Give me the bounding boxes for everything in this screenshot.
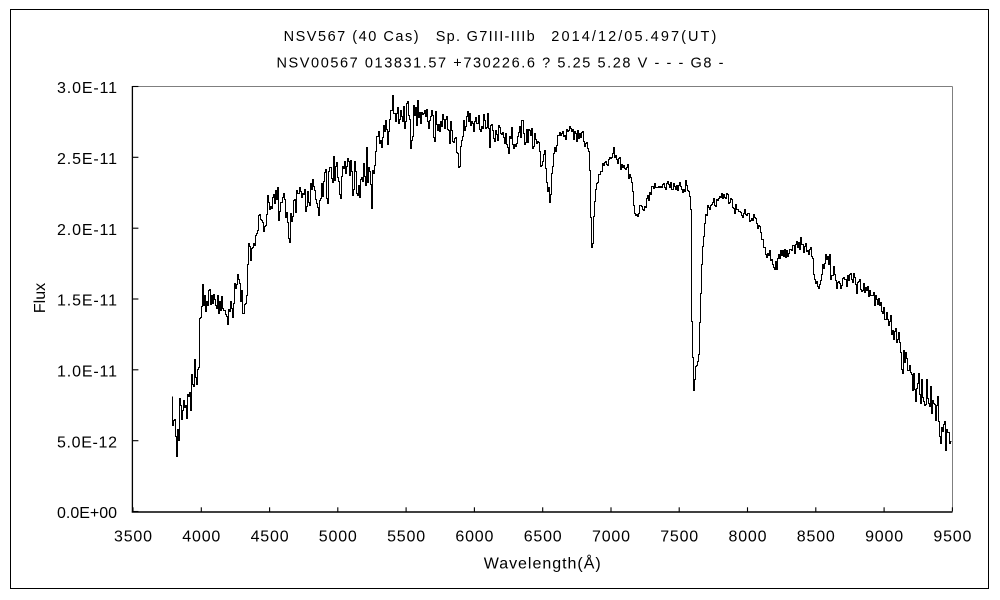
svg-text:2014/12/05.497(UT): 2014/12/05.497(UT) bbox=[551, 29, 716, 45]
svg-text:5500: 5500 bbox=[387, 529, 425, 546]
svg-text:1.5E-11: 1.5E-11 bbox=[57, 293, 117, 310]
svg-text:5000: 5000 bbox=[319, 529, 357, 546]
svg-text:8000: 8000 bbox=[729, 529, 767, 546]
svg-text:0.0E+00: 0.0E+00 bbox=[57, 505, 117, 522]
svg-text:Flux: Flux bbox=[32, 283, 49, 313]
svg-text:3500: 3500 bbox=[114, 529, 152, 546]
svg-text:6500: 6500 bbox=[524, 529, 562, 546]
svg-text:4500: 4500 bbox=[251, 529, 289, 546]
svg-text:1.0E-11: 1.0E-11 bbox=[57, 363, 117, 380]
svg-text:3.0E-11: 3.0E-11 bbox=[57, 80, 117, 97]
svg-text:6000: 6000 bbox=[455, 529, 493, 546]
svg-text:NSV00567 013831.57 +730226.6 ?: NSV00567 013831.57 +730226.6 ? 5.25 5.28… bbox=[277, 55, 724, 71]
svg-text:5.0E-12: 5.0E-12 bbox=[57, 434, 117, 451]
svg-text:9000: 9000 bbox=[865, 529, 903, 546]
svg-text:9500: 9500 bbox=[933, 529, 971, 546]
svg-text:4000: 4000 bbox=[182, 529, 220, 546]
svg-text:2.5E-11: 2.5E-11 bbox=[57, 151, 117, 168]
svg-text:7000: 7000 bbox=[592, 529, 630, 546]
svg-text:7500: 7500 bbox=[660, 529, 698, 546]
svg-text:8500: 8500 bbox=[797, 529, 835, 546]
svg-text:Wavelength(Å): Wavelength(Å) bbox=[484, 553, 601, 572]
svg-text:Sp. G7III-IIIb: Sp. G7III-IIIb bbox=[436, 29, 535, 45]
svg-text:2.0E-11: 2.0E-11 bbox=[57, 222, 117, 239]
